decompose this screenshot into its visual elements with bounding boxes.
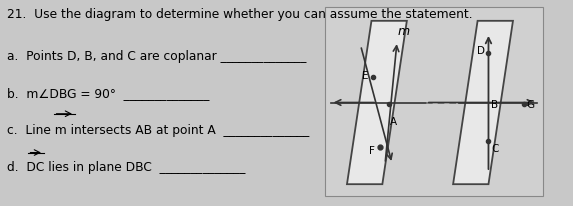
Text: c.  Line m intersects AB at point A  ______________: c. Line m intersects AB at point A _____… bbox=[7, 123, 309, 136]
Text: B: B bbox=[492, 99, 499, 109]
Text: 21.  Use the diagram to determine whether you can assume the statement.: 21. Use the diagram to determine whether… bbox=[7, 7, 473, 20]
Polygon shape bbox=[453, 22, 513, 184]
Text: C: C bbox=[491, 144, 499, 154]
Polygon shape bbox=[347, 22, 407, 184]
Text: G: G bbox=[527, 99, 535, 109]
Text: b.  m∠DBG = 90°  ______________: b. m∠DBG = 90° ______________ bbox=[7, 87, 209, 100]
FancyBboxPatch shape bbox=[325, 7, 543, 197]
Text: m: m bbox=[398, 25, 410, 38]
Text: E: E bbox=[362, 71, 368, 81]
Text: d.  DC lies in plane DBC  ______________: d. DC lies in plane DBC ______________ bbox=[7, 160, 245, 173]
Text: D: D bbox=[477, 46, 485, 56]
Text: a.  Points D, B, and C are coplanar ______________: a. Points D, B, and C are coplanar _____… bbox=[7, 50, 306, 63]
Text: A: A bbox=[390, 116, 397, 126]
Text: F: F bbox=[369, 146, 375, 156]
